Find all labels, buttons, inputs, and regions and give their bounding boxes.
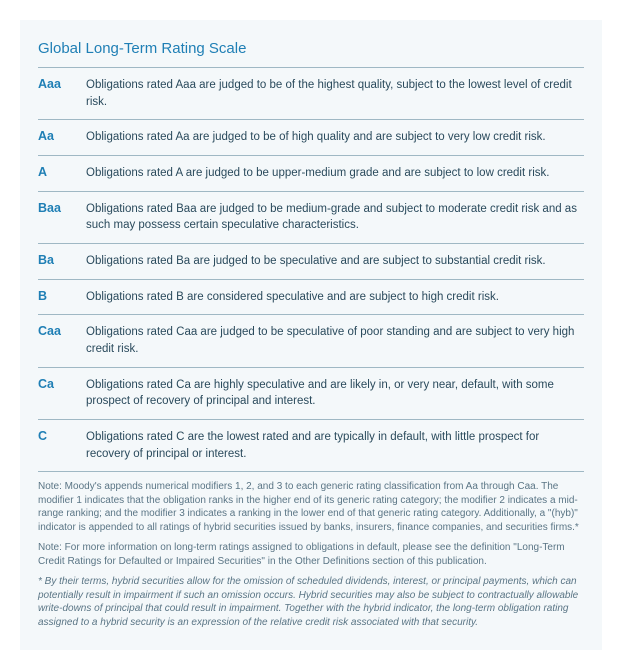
footnote: Note: For more information on long-term … bbox=[38, 541, 584, 568]
rating-symbol: Ca bbox=[38, 377, 86, 391]
rating-description: Obligations rated Aa are judged to be of… bbox=[86, 129, 584, 146]
rating-row: BObligations rated B are considered spec… bbox=[38, 280, 584, 316]
rating-description: Obligations rated Baa are judged to be m… bbox=[86, 201, 584, 234]
rating-symbol: A bbox=[38, 165, 86, 179]
rating-row: BaObligations rated Ba are judged to be … bbox=[38, 244, 584, 280]
rating-description: Obligations rated Ca are highly speculat… bbox=[86, 377, 584, 410]
notes-section: Note: Moody's appends numerical modifier… bbox=[38, 472, 584, 629]
footnote: * By their terms, hybrid securities allo… bbox=[38, 575, 584, 629]
rating-symbol: C bbox=[38, 429, 86, 443]
rating-description: Obligations rated A are judged to be upp… bbox=[86, 165, 584, 182]
rating-description: Obligations rated B are considered specu… bbox=[86, 289, 584, 306]
rating-description: Obligations rated Aaa are judged to be o… bbox=[86, 77, 584, 110]
rating-row: BaaObligations rated Baa are judged to b… bbox=[38, 192, 584, 244]
rating-symbol: Ba bbox=[38, 253, 86, 267]
rating-row: AaaObligations rated Aaa are judged to b… bbox=[38, 68, 584, 120]
rating-row: CaObligations rated Ca are highly specul… bbox=[38, 368, 584, 420]
rating-scale-card: Global Long-Term Rating Scale AaaObligat… bbox=[20, 20, 602, 650]
rating-row: AaObligations rated Aa are judged to be … bbox=[38, 120, 584, 156]
rating-row: AObligations rated A are judged to be up… bbox=[38, 156, 584, 192]
card-title: Global Long-Term Rating Scale bbox=[38, 34, 584, 68]
footnote: Note: Moody's appends numerical modifier… bbox=[38, 480, 584, 534]
rating-symbol: Caa bbox=[38, 324, 86, 338]
rating-description: Obligations rated Caa are judged to be s… bbox=[86, 324, 584, 357]
rating-symbol: Baa bbox=[38, 201, 86, 215]
rating-description: Obligations rated C are the lowest rated… bbox=[86, 429, 584, 462]
rating-symbol: B bbox=[38, 289, 86, 303]
rating-description: Obligations rated Ba are judged to be sp… bbox=[86, 253, 584, 270]
rating-symbol: Aa bbox=[38, 129, 86, 143]
rating-row: CObligations rated C are the lowest rate… bbox=[38, 420, 584, 472]
rating-row: CaaObligations rated Caa are judged to b… bbox=[38, 315, 584, 367]
rating-rows: AaaObligations rated Aaa are judged to b… bbox=[38, 68, 584, 472]
rating-symbol: Aaa bbox=[38, 77, 86, 91]
